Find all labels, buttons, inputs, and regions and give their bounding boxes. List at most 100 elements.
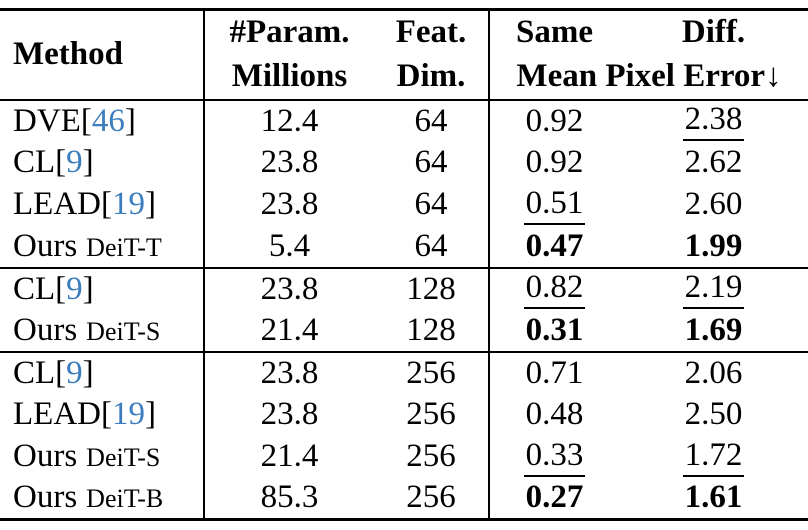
diff-value: 1.72 — [682, 438, 745, 477]
params-cell: 23.8 — [260, 354, 319, 391]
diff-value: 1.69 — [684, 311, 743, 348]
header-row-1: Method #Param. Feat. Same Diff. — [0, 9, 808, 100]
citation-bracket-open: [ — [55, 354, 67, 391]
table-row: LEAD[19] 23.8 64 0.51 2.60 — [0, 183, 808, 226]
method-cell: Ours DeiT-T — [0, 225, 205, 269]
header-row-2: Millions Dim. Mean Pixel Error↓ — [0, 54, 808, 100]
same-error-cell: 0.92 — [489, 142, 619, 184]
citation-bracket-open: [ — [80, 102, 92, 139]
col-header-feat-line2: Dim. — [374, 54, 490, 100]
feat-dim-cell: 64 — [374, 141, 490, 184]
params-cell: 21.4 — [204, 309, 374, 353]
same-error-cell: 0.47 — [489, 225, 619, 269]
diff-error-cell: 2.06 — [619, 352, 808, 394]
method-name: CL — [13, 144, 56, 180]
citation-bracket-open: [ — [100, 396, 112, 432]
table-header: Method #Param. Feat. Same Diff. Millions… — [0, 9, 808, 100]
method-name: Ours — [13, 438, 78, 474]
feat-dim-cell: 128 — [374, 309, 490, 353]
diff-error-cell: 2.38 — [619, 100, 808, 142]
feat-dim-cell: 64 — [374, 225, 490, 269]
method-cell: CL[9] — [0, 141, 205, 184]
method-name: CL — [13, 354, 56, 391]
same-value: 0.71 — [525, 354, 584, 391]
feat-dim-cell: 256 — [374, 435, 490, 478]
method-name: LEAD — [13, 186, 101, 222]
params-cell: 12.4 — [260, 102, 319, 139]
citation-bracket-close: ] — [144, 396, 156, 432]
params-cell: 23.8 — [260, 396, 319, 432]
method-cell: CL[9] — [0, 267, 205, 310]
table-row: Ours DeiT-S 21.4 256 0.33 1.72 — [0, 435, 808, 478]
citation-link[interactable]: [46] — [81, 103, 136, 139]
col-header-params-line1: #Param. — [229, 14, 350, 51]
diff-value: 2.19 — [682, 271, 745, 309]
params-cell: 23.8 — [260, 144, 319, 180]
same-error-cell: 0.48 — [489, 394, 619, 436]
method-cell: Ours DeiT-B — [0, 477, 205, 520]
table-row: DVE[46] 12.4 64 0.92 2.38 — [0, 99, 808, 142]
citation-link[interactable]: [19] — [101, 396, 156, 432]
col-header-params-line2: Millions — [231, 58, 348, 94]
feat-dim-cell: 256 — [374, 477, 490, 520]
citation-link[interactable]: [19] — [101, 186, 156, 222]
citation-bracket-close: ] — [124, 102, 136, 139]
diff-value: 2.38 — [682, 103, 745, 141]
citation-bracket-close: ] — [82, 144, 94, 180]
method-name: Ours — [13, 479, 78, 516]
same-value: 0.33 — [523, 438, 586, 477]
same-error-cell: 0.27 — [489, 478, 619, 520]
method-name: LEAD — [13, 396, 101, 432]
citation-number: 46 — [91, 102, 125, 139]
table-row: Ours DeiT-T 5.4 64 0.47 1.99 — [0, 225, 808, 269]
diff-error-cell: 2.62 — [619, 142, 808, 184]
method-cell: LEAD[19] — [0, 393, 205, 436]
same-value: 0.92 — [525, 144, 584, 180]
params-cell: 23.8 — [260, 270, 319, 307]
citation-number: 9 — [66, 270, 83, 307]
diff-error-cell: 1.72 — [619, 436, 808, 478]
params-cell: 23.8 — [260, 186, 319, 222]
method-cell: CL[9] — [0, 351, 205, 394]
col-header-diff: Diff. — [681, 14, 746, 51]
same-value: 0.51 — [523, 186, 586, 225]
table-row: Ours DeiT-B 85.3 256 0.27 1.61 — [0, 477, 808, 520]
params-cell: 21.4 — [260, 438, 319, 474]
citation-bracket-close: ] — [144, 186, 156, 222]
params-cell: 85.3 — [260, 479, 319, 516]
same-error-cell: 0.33 — [489, 436, 619, 478]
same-error-cell: 0.71 — [489, 352, 619, 394]
table-body: DVE[46] 12.4 64 0.92 2.38 CL[9] 23.8 64 0.92 2.62… — [0, 99, 808, 520]
feat-dim-cell: 256 — [374, 393, 490, 436]
diff-error-cell: 1.61 — [619, 478, 808, 520]
feat-dim-cell: 256 — [374, 351, 490, 394]
diff-value: 2.60 — [684, 186, 743, 222]
method-name: DVE — [13, 102, 81, 139]
same-value: 0.82 — [523, 271, 586, 309]
diff-error-cell: 1.99 — [619, 225, 808, 269]
same-error-cell: 0.82 — [489, 268, 619, 310]
citation-number: 9 — [66, 144, 83, 180]
feat-dim-cell: 64 — [374, 183, 490, 226]
results-table: Method #Param. Feat. Same Diff. Millions… — [0, 8, 808, 521]
diff-value: 1.99 — [684, 227, 743, 264]
method-cell: LEAD[19] — [0, 183, 205, 226]
table-row: CL[9] 23.8 128 0.82 2.19 — [0, 267, 808, 310]
diff-value: 1.61 — [684, 479, 743, 516]
citation-link[interactable]: [9] — [55, 355, 94, 391]
diff-error-cell: 2.50 — [619, 394, 808, 436]
citation-link[interactable]: [9] — [55, 144, 94, 180]
diff-error-cell: 2.19 — [619, 268, 808, 310]
citation-bracket-open: [ — [55, 144, 67, 180]
model-variant-label: DeiT-S — [86, 316, 161, 346]
table-row: LEAD[19] 23.8 256 0.48 2.50 — [0, 393, 808, 436]
method-cell: Ours DeiT-S — [0, 435, 205, 478]
table-row: Ours DeiT-S 21.4 128 0.31 1.69 — [0, 309, 808, 353]
citation-link[interactable]: [9] — [55, 271, 94, 307]
model-variant-label: DeiT-S — [86, 443, 161, 472]
table-row: CL[9] 23.8 256 0.71 2.06 — [0, 351, 808, 394]
citation-number: 19 — [111, 186, 145, 222]
same-value: 0.31 — [525, 311, 584, 348]
same-error-cell: 0.51 — [489, 184, 619, 226]
